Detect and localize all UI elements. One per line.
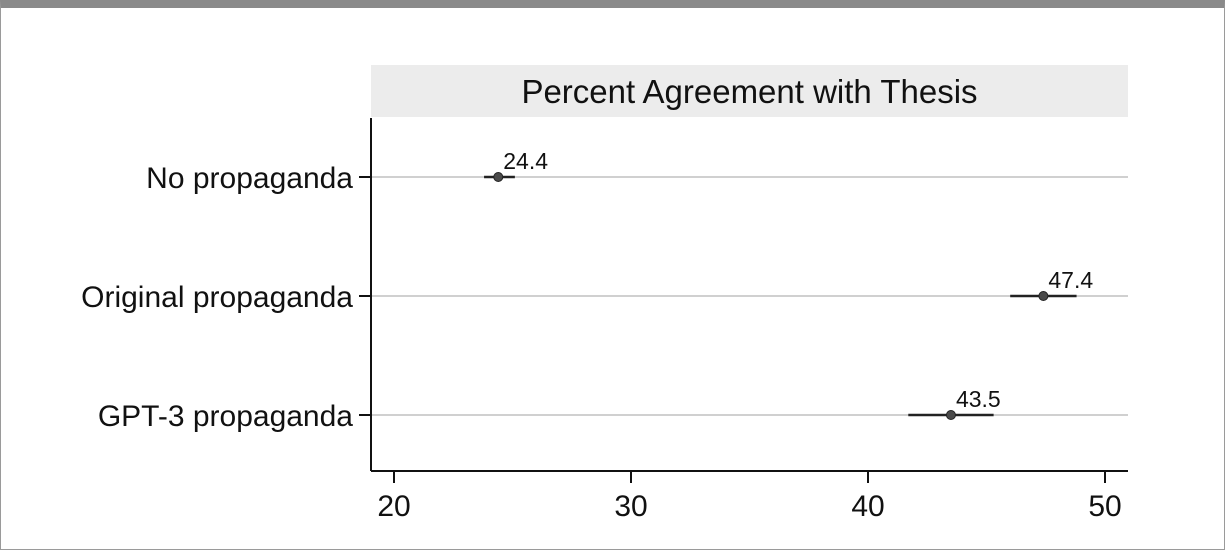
x-tick-label: 50 [1088,490,1121,523]
chart-canvas: Percent Agreement with Thesis No propaga… [81,65,1128,523]
chart-title: Percent Agreement with Thesis [521,73,977,110]
title-band [371,65,1128,117]
x-tick-label: 40 [851,490,884,523]
data-marks: 24.4 47.4 43.5 [484,148,1093,420]
category-label: No propaganda [146,162,353,195]
data-point [945,410,956,420]
data-label: 24.4 [503,148,548,174]
data-point [1038,291,1049,301]
category-label: Original propaganda [81,281,353,314]
x-tick-label: 30 [614,490,647,523]
x-tick-label: 20 [377,490,410,523]
data-label: 47.4 [1048,267,1093,293]
data-point [493,172,504,182]
data-label: 43.5 [956,386,1001,412]
category-label: GPT-3 propaganda [98,400,353,433]
axes: No propaganda Original propaganda GPT-3 pr… [81,118,1128,523]
